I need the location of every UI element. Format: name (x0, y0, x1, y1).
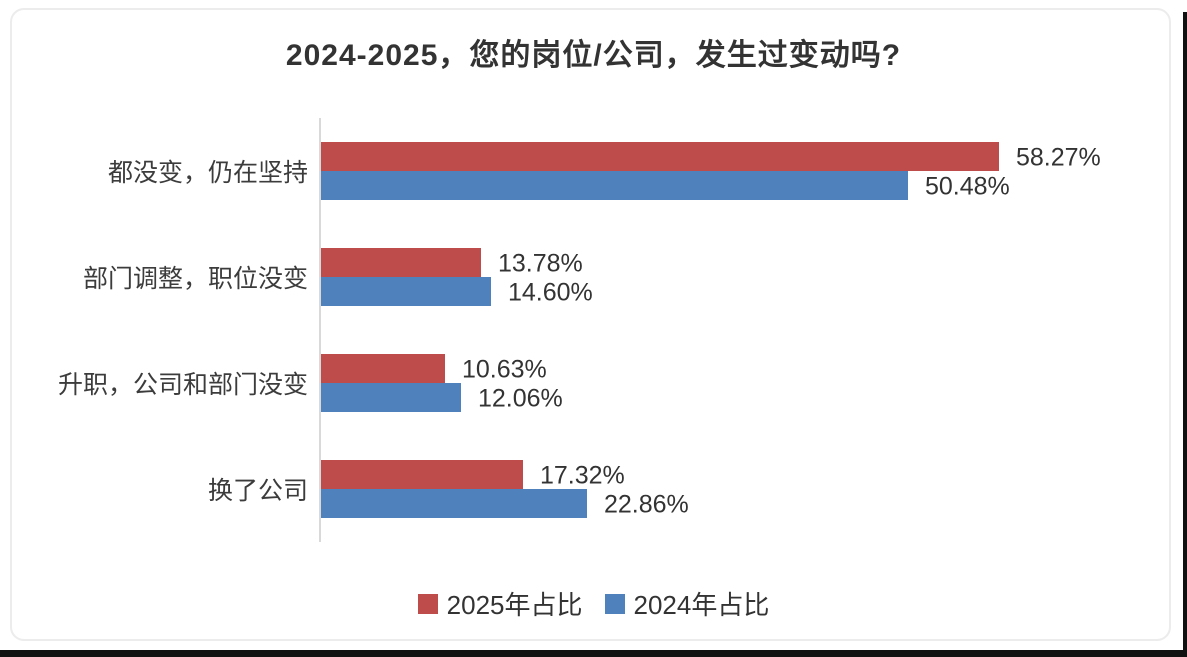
bar-2025年占比 (321, 460, 523, 489)
category-label: 都没变，仍在坚持 (107, 159, 308, 187)
category-label: 部门调整，职位没变 (82, 265, 308, 293)
bar-2025年占比 (321, 354, 445, 383)
value-label: 17.32% (540, 461, 625, 489)
value-label: 22.86% (604, 490, 689, 518)
legend-item-2024年占比: 2024年占比 (604, 585, 770, 622)
value-label: 13.78% (498, 249, 583, 277)
screenshot-edge-right (1183, 12, 1187, 657)
value-label: 14.60% (508, 278, 593, 306)
bar-2024年占比 (321, 277, 491, 306)
value-label: 12.06% (478, 384, 563, 412)
chart-title: 2024-2025，您的岗位/公司，发生过变动吗? (285, 39, 902, 72)
legend-label: 2025年占比 (446, 590, 583, 620)
bar-2025年占比 (321, 248, 481, 277)
legend-item-2025年占比: 2025年占比 (417, 585, 583, 622)
chart-card (10, 8, 1171, 641)
value-label: 58.27% (1016, 143, 1101, 171)
legend-label: 2024年占比 (633, 590, 770, 620)
bar-2024年占比 (321, 489, 587, 518)
bar-2025年占比 (321, 142, 999, 171)
chart-legend: 2025年占比 2024年占比 (0, 585, 1187, 622)
y-axis-line (319, 118, 321, 542)
screenshot-edge-bottom (0, 650, 1187, 657)
category-label: 升职，公司和部门没变 (57, 371, 308, 399)
value-label: 50.48% (925, 172, 1010, 200)
bar-2024年占比 (321, 383, 461, 412)
bar-2024年占比 (321, 171, 908, 200)
category-label: 换了公司 (207, 477, 308, 505)
legend-swatch-icon (604, 593, 625, 614)
value-label: 10.63% (462, 355, 547, 383)
legend-swatch-icon (417, 593, 438, 614)
